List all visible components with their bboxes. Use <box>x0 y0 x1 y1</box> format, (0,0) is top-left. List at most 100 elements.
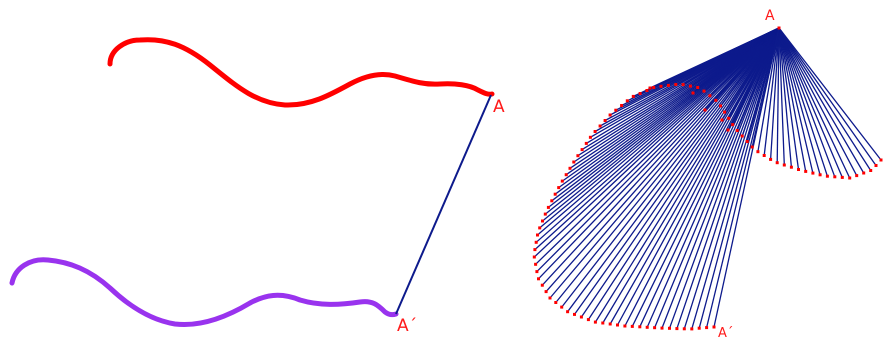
connecting-segment <box>395 94 492 315</box>
ray-endpoint <box>726 128 730 132</box>
ray-endpoint <box>797 168 800 171</box>
fan-ray <box>533 27 780 258</box>
ray-endpoint <box>723 110 727 114</box>
ray-endpoint <box>653 326 657 330</box>
ray-endpoint <box>608 113 612 117</box>
label-a-prime-left: A´ <box>397 316 417 336</box>
ray-endpoint <box>625 99 629 103</box>
ray-endpoint <box>874 164 878 167</box>
ray-endpoint <box>708 94 712 98</box>
ray-endpoint <box>848 176 852 180</box>
ray-endpoint <box>593 320 597 324</box>
fan-ray <box>537 27 780 236</box>
ray-endpoint <box>659 84 663 88</box>
fan-ray <box>616 27 780 326</box>
ray-endpoint <box>603 119 607 122</box>
ray-endpoint <box>638 325 642 329</box>
ray-endpoint <box>645 89 649 92</box>
ray-endpoint <box>740 134 744 138</box>
fan-ray <box>545 27 780 293</box>
fan-ray <box>778 27 793 168</box>
ray-endpoint <box>573 312 576 316</box>
fan-ray <box>541 27 780 286</box>
apex-point <box>777 26 781 30</box>
fan-ray <box>549 27 780 299</box>
ray-endpoint <box>548 296 552 300</box>
ray-endpoint <box>756 150 760 154</box>
ray-endpoint <box>869 169 873 172</box>
fan-ray <box>683 27 780 329</box>
ray-endpoint <box>804 169 808 173</box>
ray-endpoint <box>560 179 564 183</box>
fan-ray <box>535 27 780 265</box>
ray-endpoint <box>719 104 722 108</box>
ray-endpoint <box>593 130 597 133</box>
fan-ray <box>609 27 780 325</box>
fan-ray <box>778 27 882 161</box>
ray-endpoint <box>775 161 779 165</box>
ray-endpoint <box>557 186 561 190</box>
ray-endpoint <box>572 160 576 164</box>
ray-endpoint <box>840 175 844 179</box>
fan-ray <box>778 27 858 176</box>
ray-endpoint <box>535 270 539 274</box>
ray-endpoint <box>553 192 557 196</box>
ray-endpoint <box>703 108 707 112</box>
ray-endpoint <box>648 86 652 90</box>
fan-ray <box>538 27 780 280</box>
ray-endpoint <box>714 98 718 102</box>
ray-endpoint <box>536 233 539 237</box>
ray-endpoint <box>534 240 538 244</box>
ray-endpoint <box>735 129 739 132</box>
ray-endpoint <box>745 140 749 143</box>
ray-endpoint <box>601 321 605 325</box>
ray-endpoint <box>537 277 540 281</box>
ray-endpoint <box>638 92 642 95</box>
ray-endpoint <box>546 205 550 209</box>
fan-ray <box>587 27 780 320</box>
fan-ray <box>778 27 785 166</box>
ray-endpoint <box>580 148 584 152</box>
ray-endpoint <box>534 262 538 266</box>
ray-endpoint <box>568 166 572 170</box>
ray-endpoint <box>660 326 664 330</box>
ray-endpoint <box>598 124 602 128</box>
ray-endpoint <box>614 108 618 112</box>
ray-endpoint <box>630 324 634 328</box>
ray-endpoint <box>731 123 735 127</box>
fan-ray <box>757 27 780 152</box>
ray-endpoint <box>674 83 678 86</box>
fan-ray <box>778 27 843 178</box>
ray-endpoint <box>769 157 773 161</box>
fan-ray <box>653 27 780 328</box>
ray-endpoint <box>584 141 588 145</box>
fan-ray <box>573 27 780 315</box>
ray-endpoint <box>544 290 548 294</box>
ray-endpoint <box>811 171 815 175</box>
ray-endpoint <box>675 327 679 331</box>
ray-endpoint <box>690 327 694 331</box>
ray-endpoint <box>566 310 570 314</box>
fan-ray <box>778 27 800 170</box>
ray-endpoint <box>543 212 547 216</box>
ray-endpoint <box>750 145 754 149</box>
lower-purple-curve <box>9 257 399 328</box>
fan-ray <box>676 27 780 329</box>
fan-ray <box>668 27 780 329</box>
fan-ray <box>539 27 780 229</box>
fan-ray <box>778 27 836 178</box>
fan-ray <box>776 27 780 163</box>
ray-endpoint <box>631 94 635 98</box>
ray-endpoint <box>550 199 554 203</box>
fan-ray <box>536 27 780 273</box>
fan-ray <box>763 27 780 156</box>
fan-ray <box>602 27 780 324</box>
ray-endpoint <box>697 326 701 330</box>
fan-ray <box>691 27 780 330</box>
fan-ray <box>624 27 780 327</box>
ray-endpoint <box>620 104 624 107</box>
ray-endpoint <box>712 325 716 329</box>
ray-endpoint <box>533 248 537 252</box>
